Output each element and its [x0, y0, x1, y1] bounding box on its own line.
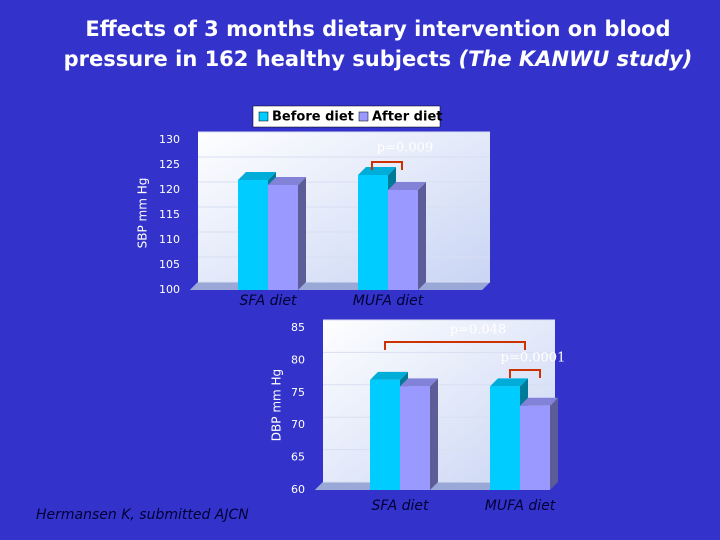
bar-top [388, 182, 426, 190]
annotation: p=0.048 [450, 323, 506, 338]
annotation: p=0.009 [377, 141, 433, 156]
y-tick-label: 130 [159, 133, 180, 146]
bar-top [268, 177, 306, 185]
bar [520, 405, 550, 490]
y-tick-label: 85 [291, 321, 305, 334]
y-tick-label: 70 [291, 418, 305, 431]
bar-top [238, 172, 276, 180]
plot-floor [190, 282, 490, 290]
bar [238, 180, 268, 290]
y-tick-label: 125 [159, 158, 180, 171]
y-tick-label: 110 [159, 233, 180, 246]
bar [268, 185, 298, 290]
legend-swatch [258, 111, 269, 122]
bar [388, 190, 418, 290]
bar [490, 386, 520, 490]
bar-top [370, 371, 408, 380]
annotation: p=0.0001 [501, 351, 566, 366]
title-emphasis: (The KANWU study) [459, 47, 693, 71]
x-tick-label: MUFA diet [485, 498, 556, 514]
plot-wall [190, 132, 490, 290]
legend-label: Before diet [272, 110, 354, 125]
bar [358, 175, 388, 290]
bar-top [400, 378, 438, 387]
legend-swatch [358, 111, 369, 122]
legend-label: After diet [372, 110, 442, 125]
significance-bracket [384, 341, 526, 350]
bar-side [550, 397, 558, 490]
bar-side [430, 378, 438, 490]
y-tick-label: 75 [291, 386, 305, 399]
y-tick-label: 120 [159, 183, 180, 196]
x-tick-label: MUFA diet [353, 293, 424, 309]
title-part: Effects of 3 months dietary intervention… [85, 17, 670, 41]
title-part: pressure in 162 healthy subjects [64, 47, 459, 71]
x-tick-label: SFA diet [371, 498, 429, 514]
significance-bracket [371, 161, 403, 170]
title-line-2: pressure in 162 healthy subjects (The KA… [64, 47, 693, 71]
y-tick-label: 105 [159, 258, 180, 271]
bar [400, 386, 430, 490]
bar-side [298, 177, 306, 290]
y-tick-label: 60 [291, 483, 305, 496]
title-line-1: Effects of 3 months dietary intervention… [85, 17, 670, 41]
y-axis-title: DBP mm Hg [270, 369, 284, 441]
legend-box [252, 105, 441, 128]
x-tick-label: SFA diet [239, 293, 297, 309]
footnote: Hermansen K, submitted AJCN [36, 507, 249, 523]
y-tick-label: 80 [291, 353, 305, 366]
significance-bracket [509, 369, 541, 378]
y-tick-label: 100 [159, 283, 180, 296]
bar-top [490, 378, 528, 387]
y-tick-label: 115 [159, 208, 180, 221]
bar-top [520, 397, 558, 406]
bar [370, 379, 400, 490]
bar-side [418, 182, 426, 290]
bar-top [358, 167, 396, 175]
y-tick-label: 65 [291, 451, 305, 464]
y-axis-title: SBP mm Hg [136, 178, 150, 249]
